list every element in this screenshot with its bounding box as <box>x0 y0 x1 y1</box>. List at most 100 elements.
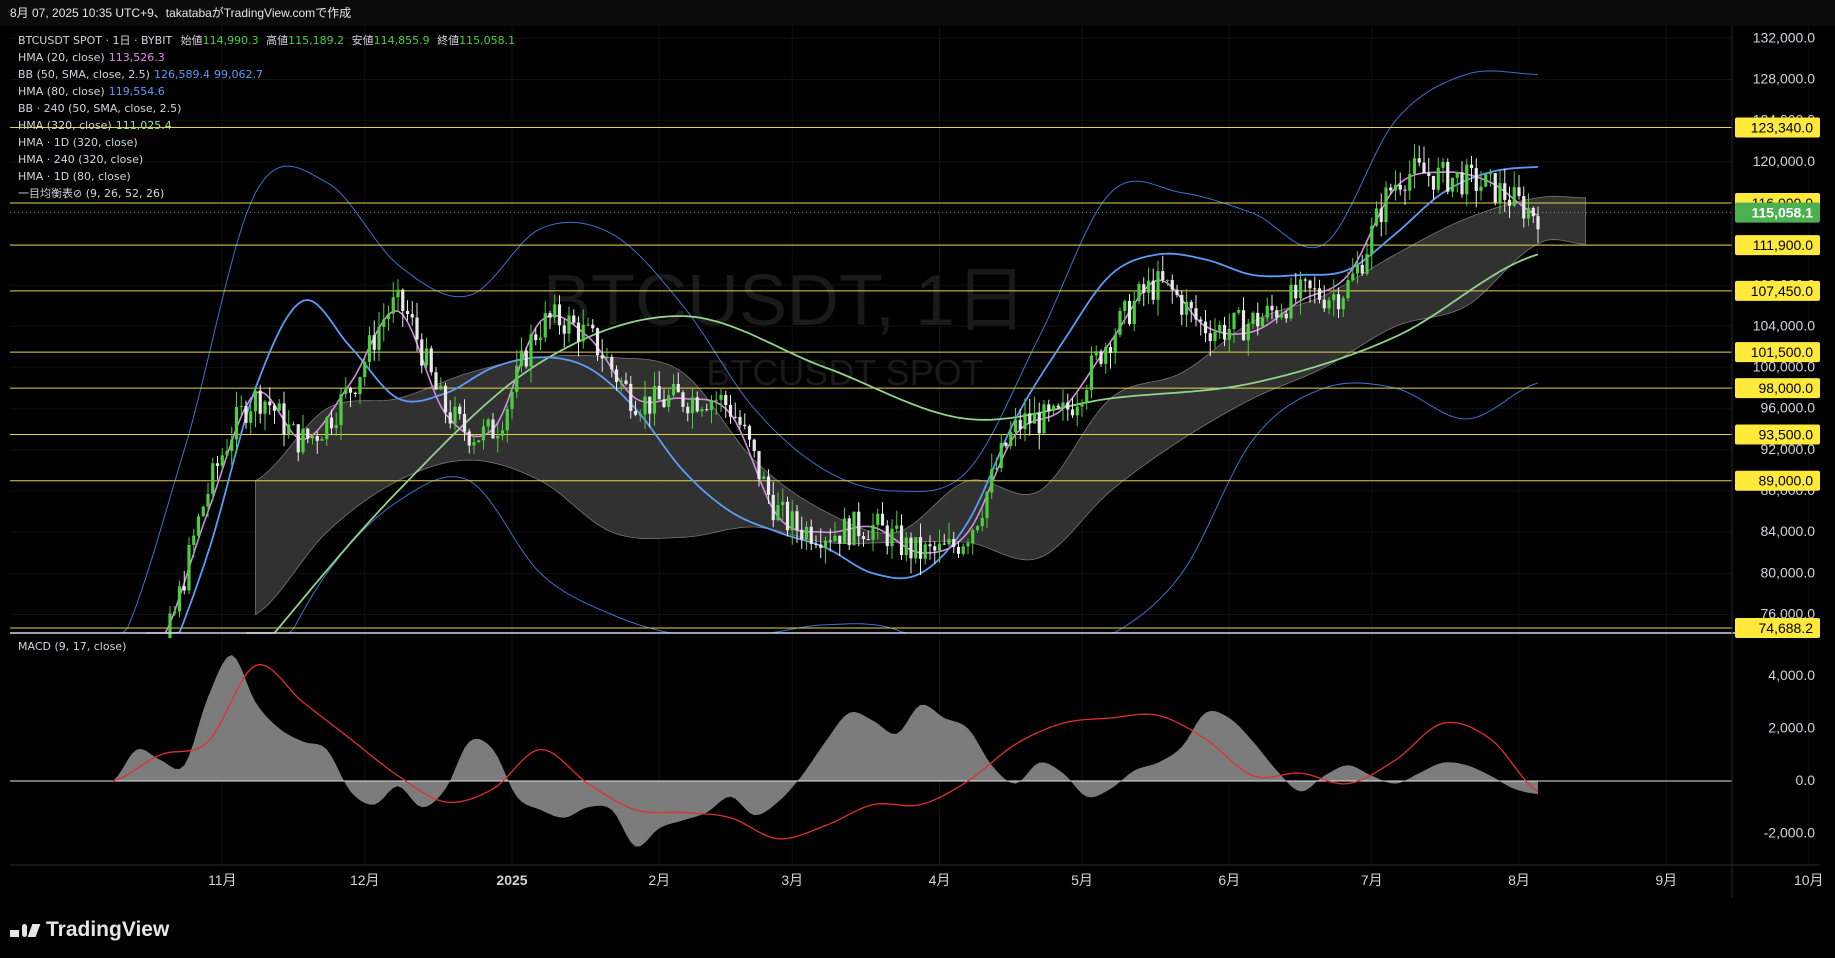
legend-hma80[interactable]: HMA (80, close) 119,554.6 <box>18 83 515 100</box>
candle-body-49 <box>344 387 348 395</box>
candle-body-77 <box>477 440 481 443</box>
candle-body-249 <box>1294 284 1298 299</box>
candle-body-181 <box>971 530 975 544</box>
candle-body-127 <box>714 399 718 401</box>
candle-body-190 <box>1013 419 1018 432</box>
candle-body-135 <box>752 439 756 452</box>
candle-body-103 <box>600 355 604 359</box>
legend-hma240-320[interactable]: HMA · 240 (320, close) <box>18 151 515 168</box>
macd-tick-0: 4,000.0 <box>1768 667 1815 683</box>
candle-body-212 <box>1118 310 1122 335</box>
legend-bb[interactable]: BB (50, SMA, close, 2.5) 126,589.4 99,062.… <box>18 66 515 83</box>
level-label-2: 111,900.0 <box>1753 237 1813 253</box>
candle-body-189 <box>1009 431 1013 447</box>
candle-body-91 <box>543 313 547 338</box>
candle-body-19 <box>201 506 205 517</box>
candle-body-279 <box>1436 167 1440 190</box>
candle-body-259 <box>1341 298 1345 310</box>
time-tick-6: 5月 <box>1071 872 1093 888</box>
candle-body-269 <box>1389 187 1393 191</box>
candle-body-253 <box>1313 288 1317 290</box>
candle-body-195 <box>1037 413 1041 434</box>
candle-body-65 <box>420 339 424 366</box>
candle-body-139 <box>771 494 775 521</box>
candle-body-51 <box>353 392 357 395</box>
candle-body-94 <box>557 304 562 326</box>
macd-tick-3: -2,000.0 <box>1764 825 1816 841</box>
candle-body-12 <box>168 613 172 639</box>
legend-hma20[interactable]: HMA (20, close) 113,526.3 <box>18 49 515 66</box>
legend-hma1d320[interactable]: HMA · 1D (320, close) <box>18 134 515 151</box>
hma80-line <box>165 166 1539 634</box>
macd-signal-line <box>112 663 1539 840</box>
candle-body-194 <box>1032 413 1037 424</box>
candle-body-100 <box>586 324 590 326</box>
candle-body-73 <box>458 406 462 414</box>
candle-body-268 <box>1384 187 1388 223</box>
candle-body-177 <box>952 539 956 547</box>
time-tick-9: 8月 <box>1508 872 1530 888</box>
candle-body-92 <box>548 313 552 318</box>
candle-body-297 <box>1522 196 1526 219</box>
candle-body-252 <box>1308 280 1312 289</box>
horizontal-levels <box>10 126 1732 629</box>
candle-body-299 <box>1531 207 1535 217</box>
candle-body-121 <box>686 406 690 414</box>
candle-body-119 <box>676 383 680 393</box>
candle-body-61 <box>401 289 405 311</box>
candle-body-243 <box>1265 305 1269 318</box>
legend-hma1d80[interactable]: HMA · 1D (80, close) <box>18 168 515 185</box>
candle-body-178 <box>956 546 961 554</box>
price-tick-9: 96,000.0 <box>1761 400 1816 416</box>
candle-body-224 <box>1175 289 1179 295</box>
candle-body-90 <box>538 337 543 341</box>
brand-name: TradingView <box>46 918 170 941</box>
time-axis[interactable]: 11月 12月 2025 2月 3月 4月 5月 6月 7月 8月 9月 10月 <box>208 872 1824 888</box>
time-tick-2: 2025 <box>496 872 527 888</box>
candle-body-149 <box>819 544 823 548</box>
candle-body-134 <box>747 426 752 440</box>
candle-body-210 <box>1108 347 1113 354</box>
candle-body-193 <box>1028 413 1032 424</box>
macd-histogram-area <box>113 655 1538 847</box>
macd-legend[interactable]: MACD (9, 17, close) <box>18 640 126 653</box>
candle-body-160 <box>871 524 875 540</box>
candle-body-257 <box>1332 294 1336 301</box>
candle-body-285 <box>1465 164 1469 195</box>
candle-body-156 <box>852 511 856 546</box>
legend-bb-lower-value: 99,062.7 <box>213 68 263 81</box>
legend-ichimoku[interactable]: 一目均衡表⊘ (9, 26, 52, 26) <box>18 185 515 202</box>
candle-body-260 <box>1346 280 1350 299</box>
candle-body-246 <box>1279 313 1284 318</box>
candle-body-83 <box>505 409 509 431</box>
price-level-labels: 123,340.0116,000.0111,900.0107,450.0101,… <box>1735 117 1820 638</box>
time-tick-4: 3月 <box>781 872 803 888</box>
candle-body-33 <box>268 401 272 406</box>
candle-body-154 <box>842 518 847 544</box>
candle-body-228 <box>1194 308 1198 320</box>
candle-body-124 <box>700 409 704 412</box>
price-tick-3: 120,000.0 <box>1753 153 1815 169</box>
candle-body-54 <box>367 335 372 362</box>
candle-body-172 <box>928 544 932 547</box>
candle-body-256 <box>1327 300 1331 309</box>
candle-body-280 <box>1441 161 1445 168</box>
candle-body-82 <box>500 430 505 436</box>
candle-body-247 <box>1284 313 1288 319</box>
candle-body-79 <box>486 419 490 427</box>
candle-body-128 <box>719 394 723 400</box>
ohlc-high-value: 115,189.2 <box>288 34 345 47</box>
symbol-legend-row[interactable]: BTCUSDT SPOT · 1日 · BYBIT 始値114,990.3 高値… <box>18 32 515 49</box>
candle-body-192 <box>1023 413 1027 430</box>
candle-body-175 <box>942 543 946 545</box>
candle-body-113 <box>648 396 652 414</box>
candle-body-244 <box>1270 305 1274 311</box>
legend-hma320[interactable]: HMA (320, close) 111,025.4 <box>18 117 515 134</box>
candle-body-89 <box>534 334 538 341</box>
tradingview-brand[interactable]: TradingView <box>10 915 169 945</box>
candle-body-126 <box>709 400 714 410</box>
macd-tick-2: 0.0 <box>1796 772 1816 788</box>
candle-body-30 <box>253 390 258 412</box>
legend-bb240[interactable]: BB · 240 (50, SMA, close, 2.5) <box>18 100 515 117</box>
